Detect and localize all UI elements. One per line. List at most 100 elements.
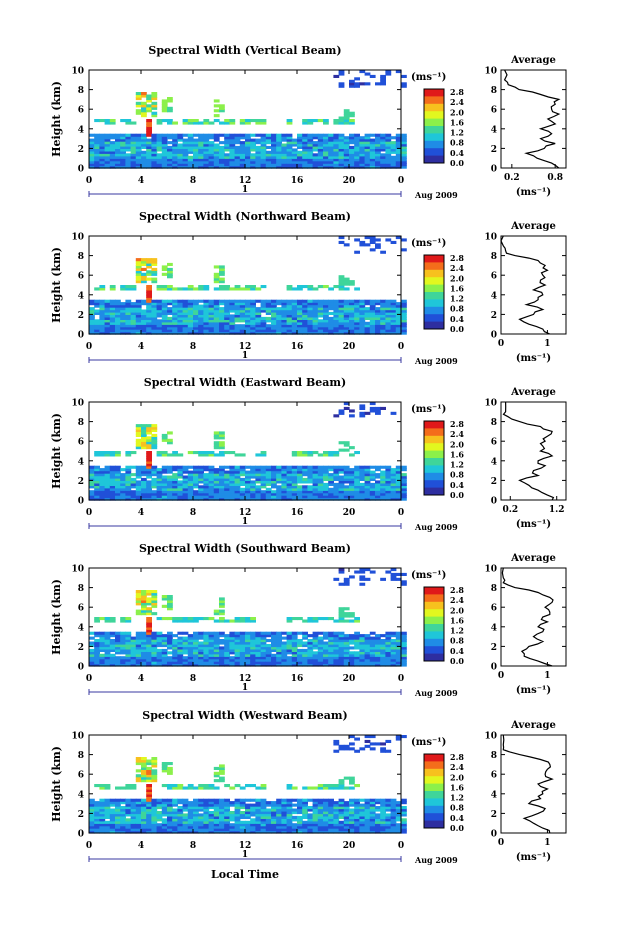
heatmap-cell bbox=[271, 801, 277, 805]
heatmap-cell bbox=[369, 148, 376, 152]
heatmap-cell bbox=[260, 639, 267, 643]
heatmap-cell bbox=[135, 143, 142, 147]
heatmap-cell bbox=[312, 798, 319, 802]
heatmap-cell bbox=[109, 326, 116, 330]
heatmap-cell bbox=[219, 663, 225, 667]
heatmap-cell bbox=[120, 813, 126, 817]
heatmap-cell bbox=[109, 473, 116, 477]
heatmap-cell bbox=[120, 326, 126, 330]
heatmap-cell bbox=[245, 321, 251, 325]
heatmap-cell bbox=[109, 641, 116, 645]
heatmap-cell bbox=[99, 141, 106, 145]
heatmap-cell bbox=[401, 487, 407, 491]
colorbar-segment bbox=[424, 594, 444, 603]
heatmap-cell bbox=[229, 121, 236, 125]
heatmap-cell bbox=[369, 653, 376, 657]
heatmap-cell bbox=[255, 648, 262, 652]
colorbar-segment bbox=[424, 450, 444, 459]
heatmap-cell bbox=[99, 648, 106, 652]
heatmap-cell bbox=[333, 155, 340, 159]
heatmap-cell bbox=[151, 470, 158, 474]
heatmap-cell bbox=[359, 651, 366, 655]
heatmap-cell bbox=[291, 150, 298, 154]
heatmap-cell bbox=[281, 163, 288, 167]
y-axis-label: Height (km) bbox=[50, 81, 63, 157]
heatmap-cell bbox=[255, 319, 262, 323]
heatmap-cell bbox=[229, 287, 236, 291]
heatmap-cell bbox=[104, 636, 111, 640]
heatmap-cell bbox=[312, 485, 319, 489]
heatmap-cell bbox=[328, 160, 334, 164]
heatmap-cell bbox=[135, 277, 142, 281]
heatmap-cell bbox=[354, 646, 360, 650]
heatmap-cell bbox=[182, 480, 189, 484]
heatmap-cell bbox=[297, 153, 303, 157]
heatmap-cell bbox=[354, 617, 360, 621]
heatmap-cell bbox=[187, 451, 194, 455]
heatmap-cell bbox=[354, 495, 360, 499]
heatmap-cell bbox=[245, 138, 251, 142]
heatmap-cell bbox=[89, 815, 95, 819]
heatmap-cell bbox=[161, 331, 168, 335]
heatmap-cell bbox=[94, 150, 100, 154]
heatmap-cell bbox=[307, 818, 314, 822]
heatmap-cell bbox=[271, 825, 277, 829]
heatmap-cell bbox=[333, 631, 340, 635]
heatmap-cell bbox=[109, 304, 116, 308]
heatmap-cell bbox=[401, 658, 407, 662]
heatmap-cell bbox=[395, 236, 402, 240]
heatmap-cell bbox=[208, 663, 215, 667]
heatmap-cell bbox=[401, 299, 407, 303]
heatmap-cell bbox=[281, 492, 288, 496]
heatmap-cell bbox=[213, 774, 220, 778]
heatmap-cell bbox=[161, 658, 168, 662]
heatmap-cell bbox=[193, 480, 199, 484]
heatmap-cells bbox=[89, 70, 407, 169]
heatmap-cell bbox=[229, 316, 236, 320]
heatmap-cell bbox=[343, 465, 350, 469]
heatmap-cell bbox=[333, 163, 340, 167]
heatmap-cell bbox=[224, 825, 230, 829]
heatmap-cell bbox=[297, 311, 303, 315]
heatmap-cell bbox=[156, 818, 163, 822]
heatmap-cell bbox=[172, 815, 178, 819]
heatmap-cell bbox=[343, 329, 350, 333]
heatmap-cell bbox=[271, 145, 277, 149]
heatmap-cell bbox=[161, 641, 168, 645]
heatmap-cell bbox=[177, 784, 184, 788]
x-tick-label: 4 bbox=[138, 674, 144, 684]
heatmap-cell bbox=[161, 485, 168, 489]
heatmap-cell bbox=[89, 806, 95, 810]
heatmap-cell bbox=[343, 747, 350, 751]
heatmap-cell bbox=[323, 468, 329, 472]
heatmap-cell bbox=[161, 285, 168, 289]
heatmap-cell bbox=[146, 626, 152, 630]
heatmap-cell bbox=[161, 143, 168, 147]
heatmap-cell bbox=[156, 326, 163, 330]
x-tick-label: 8 bbox=[190, 342, 196, 352]
heatmap-cell bbox=[323, 820, 329, 824]
heatmap-cell bbox=[307, 634, 314, 638]
heatmap-cell bbox=[234, 641, 241, 645]
heatmap-cell bbox=[193, 663, 199, 667]
heatmap-cell bbox=[94, 119, 100, 123]
heatmap-cell bbox=[286, 656, 293, 660]
heatmap-cell bbox=[99, 786, 106, 790]
heatmap-cell bbox=[255, 326, 262, 330]
heatmap-cell bbox=[156, 331, 163, 335]
heatmap-cell bbox=[94, 477, 100, 481]
heatmap-cell bbox=[156, 141, 163, 145]
heatmap-cell bbox=[375, 307, 381, 311]
heatmap-cell bbox=[182, 307, 189, 311]
heatmap-cell bbox=[338, 311, 345, 315]
heatmap-cell bbox=[167, 599, 173, 603]
heatmap-cell bbox=[94, 818, 100, 822]
heatmap-cell bbox=[120, 646, 126, 650]
heatmap-cell bbox=[198, 801, 204, 805]
heatmap-cell bbox=[312, 820, 319, 824]
heatmap-cell bbox=[135, 267, 142, 271]
heatmap-cell bbox=[385, 311, 392, 315]
heatmap-cell bbox=[401, 150, 407, 154]
heatmap-cell bbox=[250, 825, 256, 829]
heatmap-cell bbox=[151, 143, 158, 147]
